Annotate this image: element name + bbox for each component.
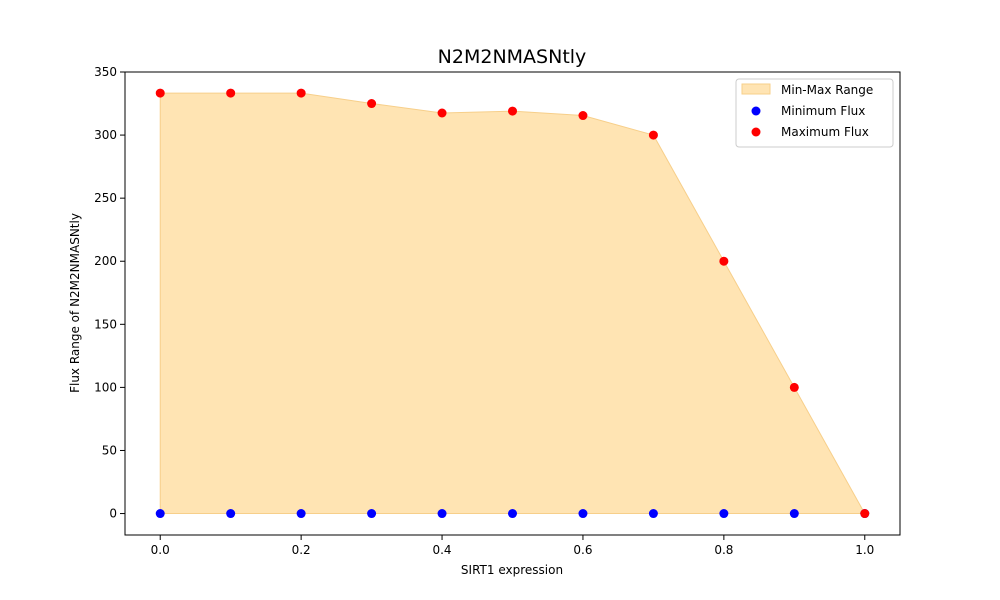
x-tick-label: 0.6 — [573, 543, 592, 557]
minimum-flux-point — [155, 509, 165, 519]
y-tick-label: 350 — [94, 65, 117, 79]
axes-frame — [124, 71, 901, 536]
minimum-flux-point — [648, 509, 658, 519]
plot-area — [155, 88, 870, 519]
maximum-flux-point — [860, 509, 870, 519]
minimum-flux-point — [296, 509, 306, 519]
x-tick-label: 0.2 — [292, 543, 311, 557]
min-max-range-area — [159, 92, 866, 515]
chart-title: N2M2NMASNtly — [438, 46, 587, 68]
y-tick-label: 250 — [94, 191, 117, 205]
legend: Min-Max Range Minimum Flux Maximum Flux — [735, 78, 894, 148]
y-tick-label: 200 — [94, 254, 117, 268]
maximum-flux-point — [578, 111, 588, 121]
maximum-flux-point — [226, 88, 236, 98]
minimum-flux-point — [719, 509, 729, 519]
x-axis: 0.0 0.2 0.4 0.6 0.8 1.0 — [151, 535, 874, 557]
x-tick-label: 0.4 — [432, 543, 451, 557]
maximum-flux-point — [789, 382, 799, 392]
minimum-flux-point — [226, 509, 236, 519]
x-tick-label: 1.0 — [855, 543, 874, 557]
maximum-flux-point — [155, 88, 165, 98]
maximum-flux-point — [719, 256, 729, 266]
minimum-flux-point — [508, 509, 517, 519]
x-tick-label: 0.8 — [714, 543, 733, 557]
minimum-flux-point — [437, 509, 447, 519]
legend-swatch-minimum — [751, 106, 761, 116]
legend-label-minimum: Minimum Flux — [781, 104, 865, 118]
legend-swatch-range — [741, 83, 771, 95]
y-axis: 0 50 100 150 200 250 300 350 — [94, 65, 125, 521]
maximum-flux-point — [296, 88, 306, 98]
minimum-flux-point — [578, 509, 588, 519]
y-tick-label: 0 — [109, 507, 117, 521]
maximum-flux-point — [437, 108, 447, 118]
x-axis-label: SIRT1 expression — [461, 563, 563, 577]
y-tick-label: 50 — [102, 443, 117, 457]
y-axis-label: Flux Range of N2M2NMASNtly — [68, 213, 82, 393]
x-tick-label: 0.0 — [151, 543, 170, 557]
maximum-flux-point — [508, 106, 517, 116]
legend-box — [735, 78, 894, 148]
legend-swatch-maximum — [751, 127, 761, 137]
minimum-flux-point — [367, 509, 377, 519]
y-tick-label: 100 — [94, 380, 117, 394]
maximum-flux-series — [155, 88, 870, 519]
minimum-flux-point — [789, 509, 799, 519]
maximum-flux-point — [367, 99, 377, 109]
y-tick-label: 150 — [94, 317, 117, 331]
maximum-flux-point — [648, 130, 658, 140]
y-tick-label: 300 — [94, 128, 117, 142]
legend-label-maximum: Maximum Flux — [781, 125, 869, 139]
legend-label-range: Min-Max Range — [781, 83, 873, 97]
